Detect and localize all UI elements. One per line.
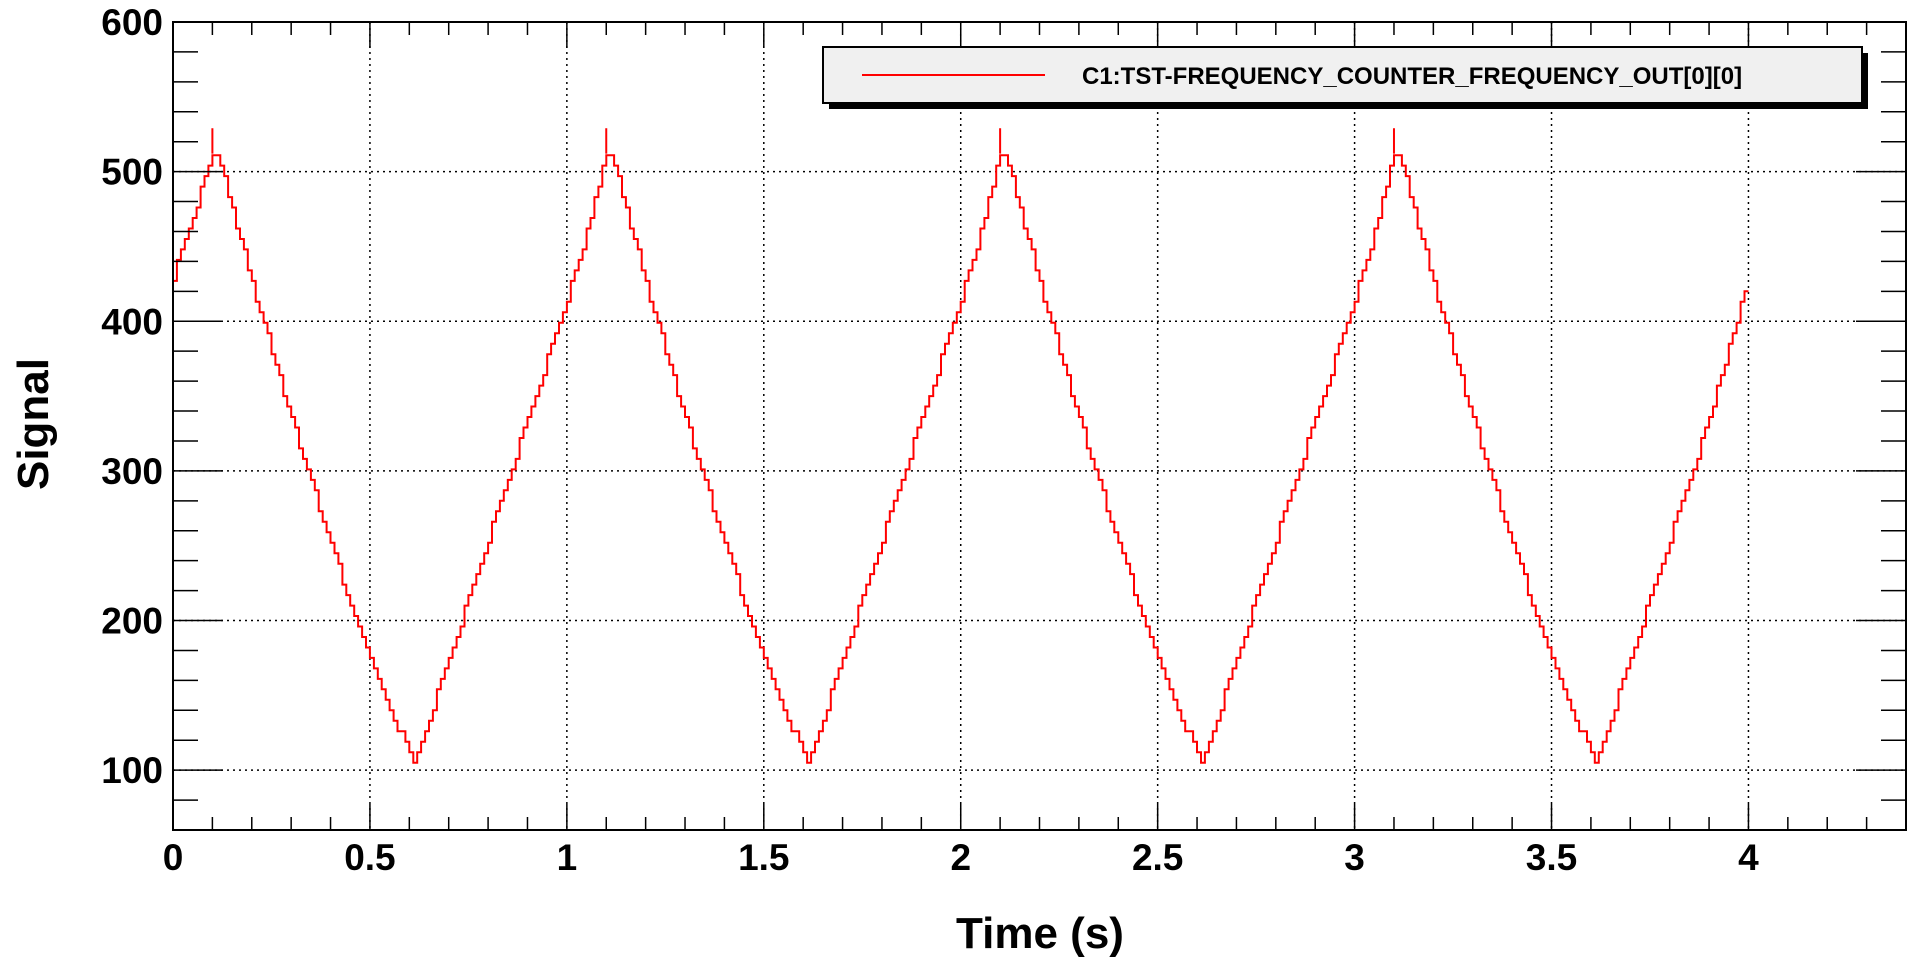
x-tick-labels: 0 0.5 1 1.5 2 2.5 3 3.5 4 — [163, 837, 1759, 878]
y-tick-label: 300 — [101, 451, 163, 492]
y-tick-label: 600 — [101, 2, 163, 43]
series-line — [173, 154, 1749, 764]
x-tick-label: 3.5 — [1526, 837, 1577, 878]
y-tick-label: 100 — [101, 750, 163, 791]
legend: C1:TST-FREQUENCY_COUNTER_FREQUENCY_OUT[0… — [822, 46, 1868, 109]
y-axis-title: Signal — [9, 358, 58, 490]
y-tick-label: 400 — [101, 301, 163, 342]
y-tick-labels: 100 200 300 400 500 600 — [101, 2, 163, 791]
x-tick-label: 1.5 — [738, 837, 789, 878]
x-tick-label: 4 — [1738, 837, 1759, 878]
x-axis-title: Time (s) — [956, 909, 1124, 958]
y-tick-label: 500 — [101, 152, 163, 193]
x-tick-label: 0.5 — [344, 837, 395, 878]
grid-lines — [173, 22, 1906, 830]
x-tick-label: 0 — [163, 837, 184, 878]
y-tick-label: 200 — [101, 601, 163, 642]
x-tick-label: 1 — [557, 837, 578, 878]
legend-label: C1:TST-FREQUENCY_COUNTER_FREQUENCY_OUT[0… — [1082, 63, 1742, 90]
x-tick-label: 2.5 — [1132, 837, 1183, 878]
x-tick-label: 3 — [1344, 837, 1365, 878]
tick-marks — [172, 21, 1906, 830]
x-tick-label: 2 — [950, 837, 971, 878]
series-layer — [173, 128, 1749, 764]
